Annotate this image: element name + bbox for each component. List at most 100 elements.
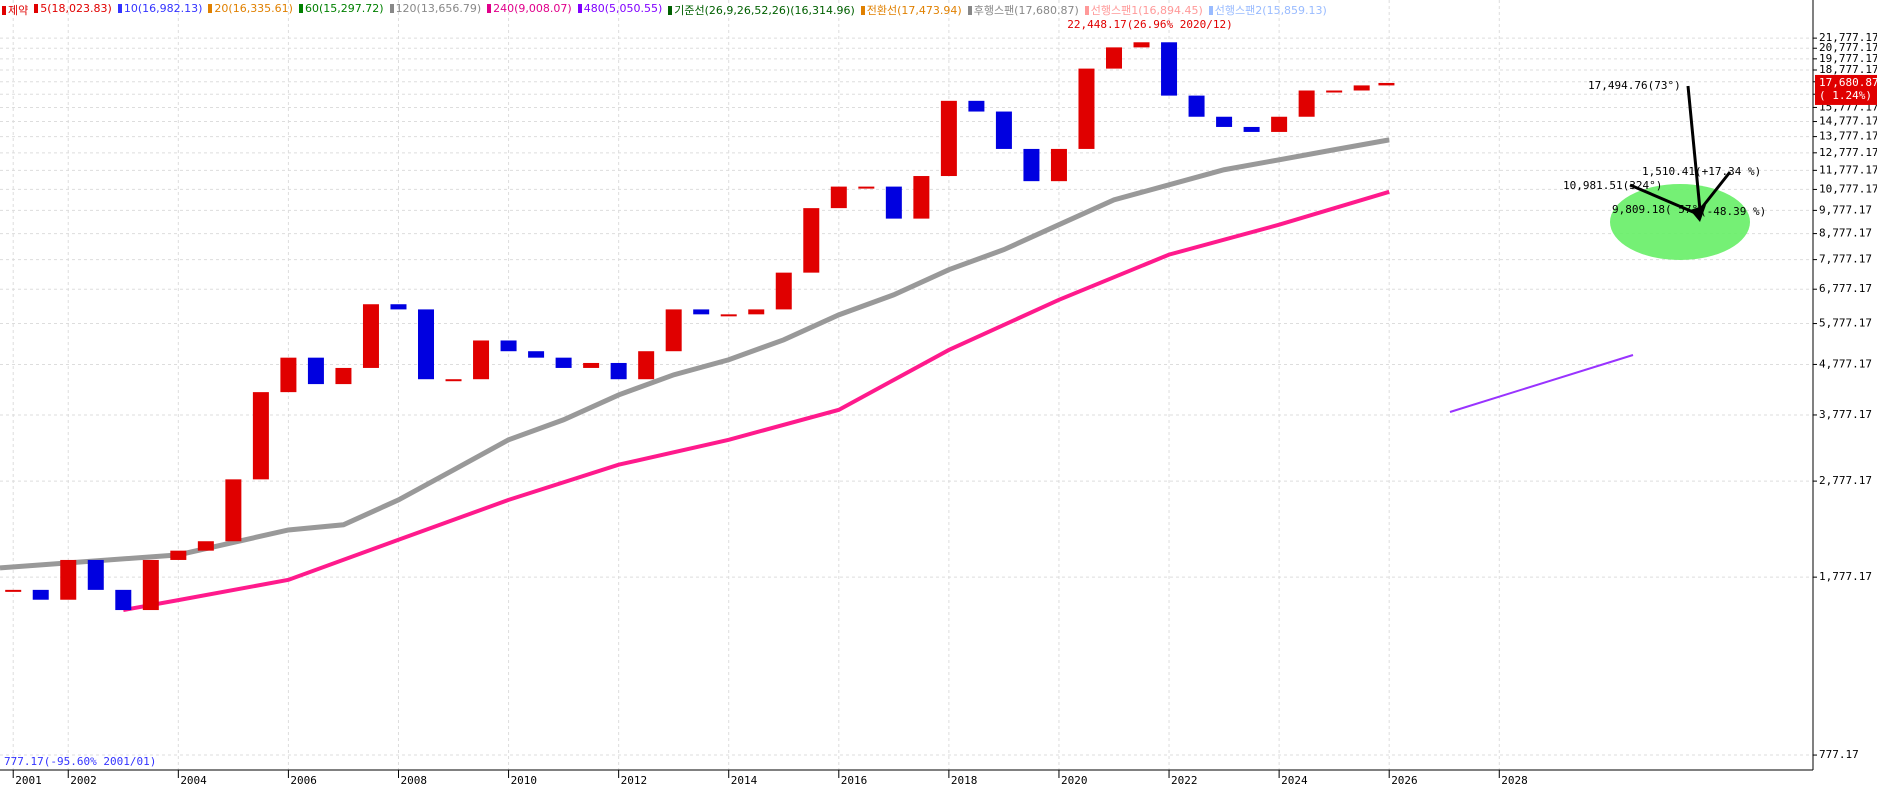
- legend-item: 10(16,982.13): [117, 2, 203, 18]
- legend-label: 전환선(17,473.94): [866, 4, 962, 17]
- y-tick-label: 3,777.17: [1819, 408, 1872, 421]
- x-tick-label: 2028: [1501, 774, 1528, 787]
- x-tick-label: 2016: [841, 774, 868, 787]
- candle: [170, 550, 187, 560]
- target-zone: [1610, 184, 1750, 260]
- candle: [252, 392, 269, 480]
- candle: [362, 304, 379, 368]
- candle: [390, 304, 407, 310]
- candle: [1353, 85, 1370, 91]
- legend-swatch: [298, 4, 303, 13]
- legend-label: 제약: [8, 4, 29, 17]
- y-tick-label: 12,777.17: [1819, 146, 1877, 159]
- legend-label: 20(16,335.61): [214, 2, 293, 15]
- legend-item: 선행스팬2(15,859.13): [1208, 2, 1327, 18]
- y-tick-label: 10,777.17: [1819, 182, 1877, 195]
- legend-label: 60(15,297.72): [304, 2, 384, 15]
- y-tick-label: 2,777.17: [1819, 474, 1872, 487]
- candle: [1378, 82, 1395, 86]
- legend-item: 선행스팬1(16,894.45): [1084, 2, 1203, 18]
- candle: [583, 362, 600, 368]
- candle: [418, 309, 435, 380]
- candle: [225, 479, 242, 542]
- y-tick-label: 20,777.17: [1819, 41, 1877, 54]
- legend-swatch: [389, 4, 394, 13]
- candle: [32, 589, 49, 600]
- candle: [665, 309, 682, 352]
- candle: [335, 367, 352, 385]
- legend: 제약 5(18,023.83) 10(16,982.13) 20(16,335.61)…: [2, 2, 1327, 18]
- candle: [115, 589, 132, 611]
- legend-swatch: [577, 4, 582, 13]
- legend-swatch: [2, 6, 6, 15]
- candle: [1050, 148, 1067, 182]
- y-tick-label: 5,777.17: [1819, 317, 1872, 330]
- y-tick-label: 8,777.17: [1819, 227, 1872, 240]
- candle: [968, 100, 985, 112]
- candle: [60, 559, 77, 600]
- x-tick-label: 2026: [1391, 774, 1418, 787]
- candle: [528, 351, 545, 358]
- candle: [1161, 42, 1178, 96]
- y-tick-label: 1,777.17: [1819, 570, 1872, 583]
- last-price-label: 17,680.87: [1819, 76, 1877, 89]
- x-tick-label: 2006: [290, 774, 317, 787]
- x-tick-label: 2012: [621, 774, 648, 787]
- candle: [1298, 90, 1315, 117]
- legend-label: 선행스팬1(16,894.45): [1090, 4, 1203, 17]
- annotation: 17,494.76(73°): [1588, 79, 1681, 92]
- legend-label: 240(9,008.07): [493, 2, 572, 15]
- legend-item: 20(16,335.61): [208, 2, 293, 18]
- candle: [1078, 68, 1095, 149]
- legend-item: 후행스팬(17,680.87): [967, 2, 1079, 18]
- candle: [445, 379, 462, 382]
- legend-swatch: [860, 6, 865, 15]
- candle: [940, 100, 957, 177]
- candle: [775, 272, 792, 310]
- legend-label: 기준선(26,9,26,52,26)(16,314.96): [674, 4, 855, 17]
- legend-label: 10(16,982.13): [123, 2, 203, 15]
- candle: [5, 589, 22, 592]
- candle: [858, 186, 875, 189]
- y-tick-label: 4,777.17: [1819, 357, 1872, 370]
- annotation: 9,809.18( 57°): [1612, 203, 1705, 216]
- x-tick-label: 2004: [180, 774, 207, 787]
- legend-item: 제약: [2, 2, 28, 18]
- candle: [307, 357, 324, 385]
- legend-label: 선행스팬2(15,859.13): [1214, 4, 1327, 17]
- candle: [1023, 148, 1040, 182]
- annotation: 22,448.17(26.96% 2020/12): [1067, 18, 1233, 31]
- y-tick-label: 11,777.17: [1819, 163, 1877, 176]
- candle: [280, 357, 297, 393]
- annotation: 777.17(-95.60% 2001/01): [4, 755, 156, 768]
- legend-item: 5(18,023.83): [34, 2, 112, 18]
- legend-label: 480(5,050.55): [583, 2, 663, 15]
- legend-item: 240(9,008.07): [487, 2, 572, 18]
- y-tick-label: 777.17: [1819, 748, 1859, 761]
- legend-label: 후행스팬(17,680.87): [973, 4, 1079, 17]
- x-tick-label: 2020: [1061, 774, 1088, 787]
- y-tick-label: 19,777.17: [1819, 52, 1877, 65]
- x-tick-label: 2002: [70, 774, 97, 787]
- x-tick-label: 2018: [951, 774, 978, 787]
- annotation: 1,510.41(+17.34 %): [1642, 165, 1761, 178]
- candle: [1326, 90, 1343, 93]
- candle: [638, 351, 655, 380]
- candle: [610, 362, 627, 380]
- legend-swatch: [1208, 6, 1213, 15]
- candle: [1271, 116, 1288, 132]
- legend-item: 전환선(17,473.94): [860, 2, 962, 18]
- moving-average-line: [122, 189, 1390, 613]
- legend-swatch: [668, 6, 673, 15]
- candle: [473, 340, 490, 380]
- candle: [1188, 95, 1205, 117]
- annotation: 10,981.51(324°): [1563, 179, 1662, 192]
- legend-label: 5(18,023.83): [40, 2, 112, 15]
- candle: [693, 309, 710, 315]
- y-tick-label: 21,777.17: [1819, 31, 1877, 44]
- candle: [995, 111, 1012, 149]
- candle: [885, 186, 902, 219]
- candle: [830, 186, 847, 209]
